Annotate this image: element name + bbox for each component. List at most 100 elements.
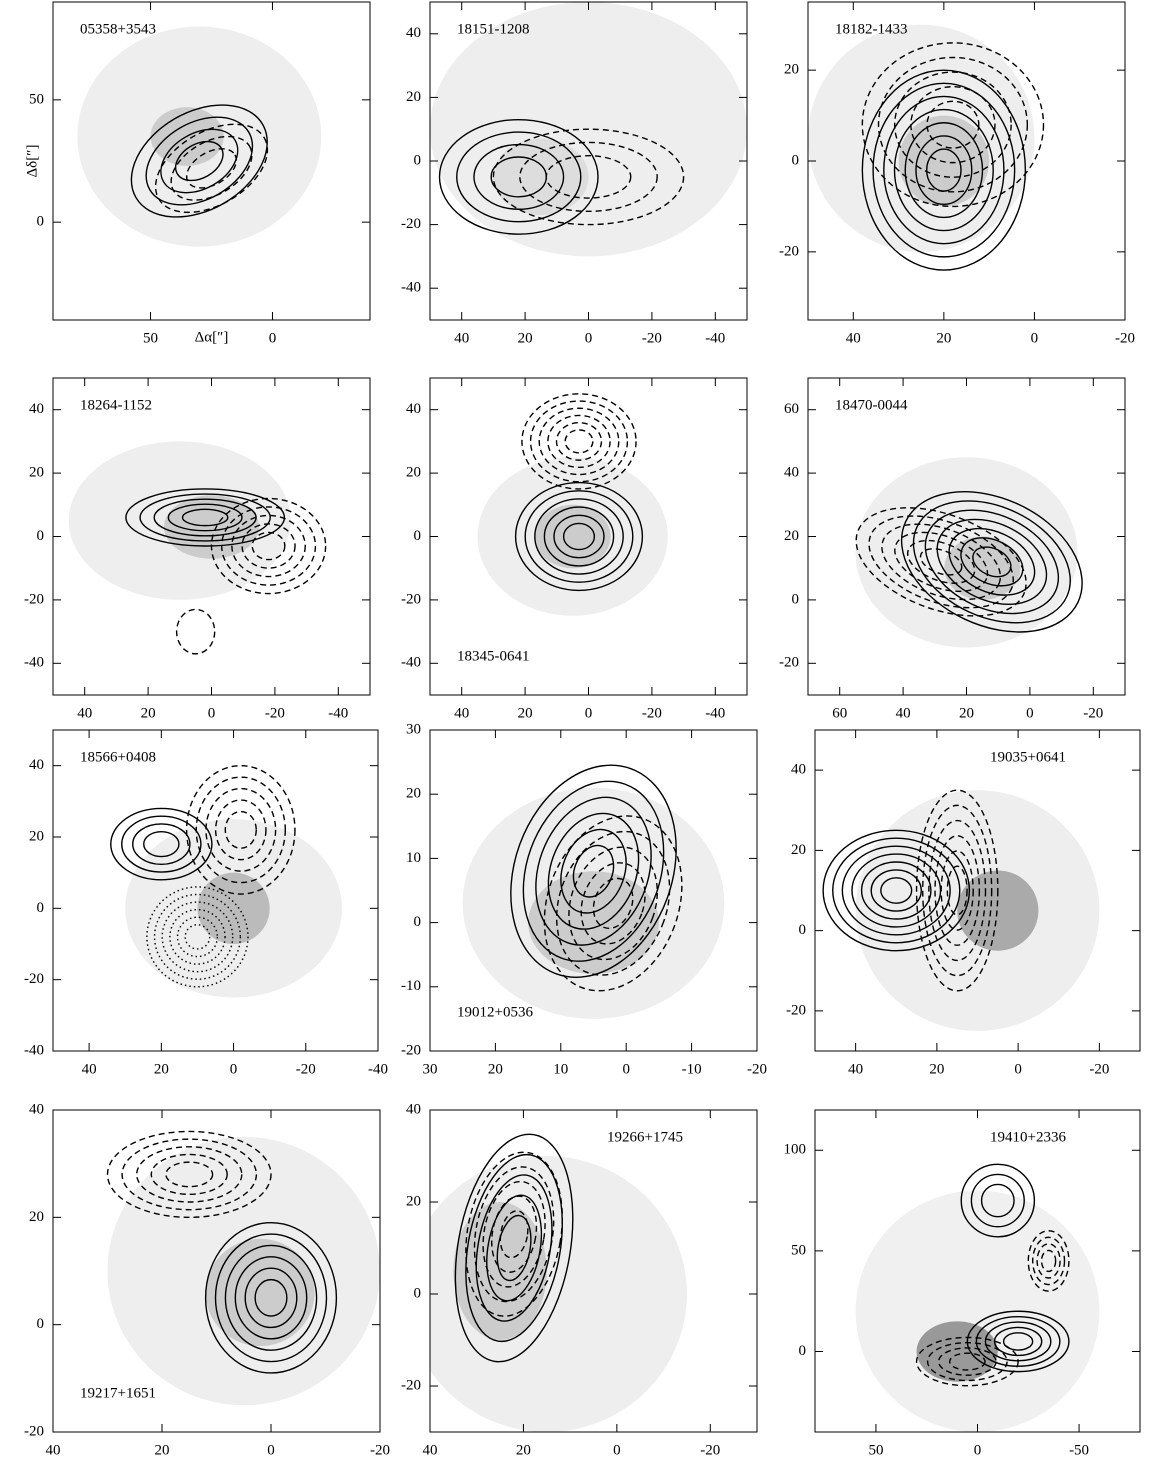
x-tick-label: 50 xyxy=(868,1442,883,1458)
y-tick-label: -20 xyxy=(779,655,799,671)
contour xyxy=(980,1183,1015,1218)
y-tick-label: -20 xyxy=(779,243,799,259)
contour xyxy=(906,539,976,584)
contour xyxy=(254,1278,288,1317)
x-tick-label: -20 xyxy=(265,705,285,721)
y-tick-label: 50 xyxy=(29,91,44,107)
contour xyxy=(860,861,932,920)
x-tick-label: 40 xyxy=(848,1061,863,1077)
contour xyxy=(948,527,1036,596)
contour xyxy=(948,1352,986,1371)
source-label: 18151-1208 xyxy=(457,21,530,37)
contour xyxy=(560,828,627,914)
contour xyxy=(184,924,211,950)
contour xyxy=(562,522,596,551)
x-tick-label: 40 xyxy=(454,330,469,346)
contour xyxy=(936,518,1048,606)
contour xyxy=(154,123,269,214)
contour xyxy=(960,537,1024,587)
x-tick-label: 20 xyxy=(155,1442,170,1458)
x-tick-label: 20 xyxy=(516,1442,531,1458)
x-tick-label: 0 xyxy=(585,330,593,346)
x-tick-label: 50 xyxy=(143,330,158,346)
source-label: 18182-1433 xyxy=(835,21,908,37)
contour xyxy=(915,135,973,205)
panel: 40 20 0 -20 40 20 0 -20 19035+0641 xyxy=(786,729,1141,1077)
contour xyxy=(205,787,277,872)
x-tick-label: 20 xyxy=(518,705,533,721)
y-tick-label: 0 xyxy=(799,922,807,938)
contour xyxy=(893,71,1012,178)
frame xyxy=(429,1109,758,1433)
contour xyxy=(555,421,603,461)
contour xyxy=(553,514,605,559)
contour xyxy=(934,835,981,946)
x-tick-label: 20 xyxy=(154,1061,169,1077)
source-label: 19217+1651 xyxy=(80,1385,156,1401)
panel: 40 20 0 -20 40 20 0 -20 19266+1745 xyxy=(401,1101,758,1458)
contour xyxy=(234,1256,308,1340)
y-tick-label: 20 xyxy=(406,786,421,802)
x-tick-label: -20 xyxy=(296,1061,316,1077)
contour xyxy=(912,500,1071,624)
contour xyxy=(572,844,615,898)
contour xyxy=(881,523,1002,601)
contour xyxy=(564,429,594,454)
map xyxy=(462,764,725,1019)
map xyxy=(110,764,342,998)
contour xyxy=(176,916,219,958)
map xyxy=(430,2,747,257)
y-tick-label: -20 xyxy=(24,971,44,987)
panel: 50 0 50 0 05358+3543 Δα[″] Δδ[″] xyxy=(24,1,371,346)
y-tick-label: 40 xyxy=(406,25,421,41)
panel: 40 20 0 -20 -40 40 20 0 -20 -40 18566+0408 xyxy=(24,729,388,1077)
contour xyxy=(521,393,637,490)
contour xyxy=(510,764,677,978)
x-tick-label: 40 xyxy=(77,705,92,721)
contour xyxy=(926,1341,1008,1382)
contour xyxy=(125,488,286,547)
contour xyxy=(868,515,1014,609)
contour xyxy=(456,131,582,223)
map xyxy=(77,26,322,247)
source-label: 05358+3543 xyxy=(80,21,156,37)
y-tick-label: 0 xyxy=(37,214,45,230)
y-tick-label: 40 xyxy=(406,401,421,417)
contour xyxy=(1036,1243,1061,1279)
contour xyxy=(195,776,286,884)
y-tick-label: 40 xyxy=(784,465,799,481)
emission xyxy=(528,871,659,974)
y-tick-label: 0 xyxy=(37,900,45,916)
contour xyxy=(928,819,987,962)
x-tick-label: 20 xyxy=(936,330,951,346)
contour xyxy=(524,490,634,583)
contour xyxy=(946,865,968,916)
y-tick-label: 40 xyxy=(29,401,44,417)
x-tick-label: 0 xyxy=(613,1442,621,1458)
contour xyxy=(220,506,317,586)
y-tick-label: 20 xyxy=(406,1193,421,1209)
x-tick-label: 0 xyxy=(585,705,593,721)
contour xyxy=(580,862,646,945)
x-tick-label: 40 xyxy=(846,330,861,346)
contour xyxy=(169,908,226,965)
contour xyxy=(900,491,1083,633)
contour xyxy=(170,135,253,201)
source-label: 19035+0641 xyxy=(990,749,1066,765)
y-tick-label: 20 xyxy=(784,528,799,544)
contour xyxy=(915,1336,1019,1387)
contour xyxy=(555,830,671,976)
y-tick-label: 20 xyxy=(406,465,421,481)
frame xyxy=(52,1,371,321)
contour xyxy=(883,95,1005,245)
x-axis-label: Δα[″] xyxy=(195,329,229,345)
map xyxy=(855,1163,1100,1432)
contour xyxy=(241,523,296,569)
contour xyxy=(855,507,1027,617)
y-tick-label: 0 xyxy=(792,591,800,607)
frame xyxy=(814,729,1141,1052)
y-tick-label: 20 xyxy=(406,89,421,105)
contour xyxy=(224,810,257,849)
y-tick-label: -20 xyxy=(401,216,421,232)
contour xyxy=(181,508,229,527)
